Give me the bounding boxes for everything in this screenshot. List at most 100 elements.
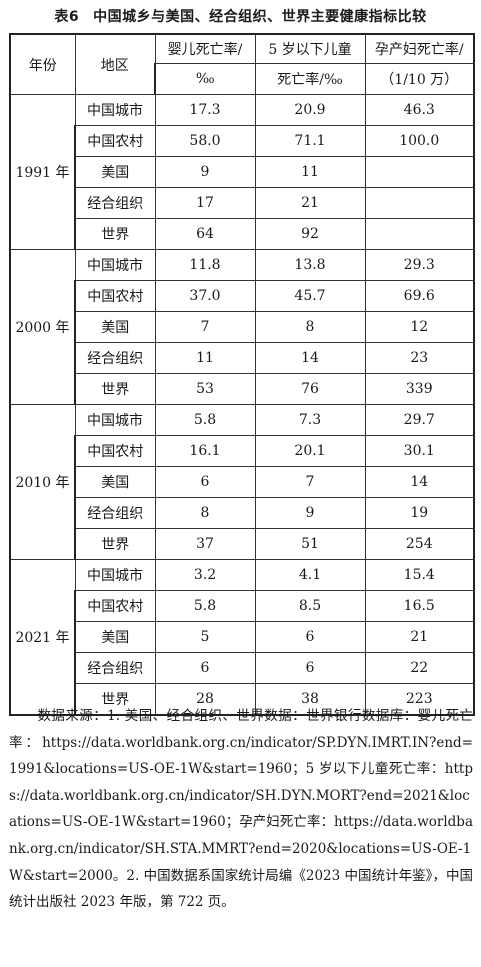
table-row: 2021 年中国城市 3.2 4.1 15.4 — [9, 559, 475, 716]
maternal-mortality-cell: 223 — [364, 683, 475, 716]
maternal-mortality-cell: 29.7 — [364, 404, 475, 436]
header-maternal-mortality: 孕产妇死亡率/ — [364, 33, 475, 64]
infant-mortality-cell: 9 — [154, 156, 256, 188]
region-cell: 世界 — [74, 373, 156, 405]
under5-mortality-cell: 71.1 — [254, 125, 366, 157]
region-cell: 世界 — [74, 683, 156, 716]
year-cell: 1991 年 — [9, 94, 76, 250]
infant-mortality-cell: 3.2 — [154, 559, 256, 591]
table-row: 美国 7 8 12 — [10, 311, 475, 343]
table-number: 表6 — [54, 9, 80, 25]
region-cell: 美国 — [74, 156, 156, 188]
table-row: 美国 6 7 14 — [10, 466, 475, 498]
under5-mortality-cell: 21 — [254, 187, 366, 219]
source-note: 数据来源：1. 美国、经合组织、世界数据：世界银行数据库：婴儿死亡率：https… — [9, 703, 473, 916]
infant-mortality-cell: 5.8 — [154, 404, 256, 436]
table-row: 2010 年中国城市 5.8 7.3 29.7 — [9, 404, 475, 560]
maternal-mortality-cell: 29.3 — [364, 249, 475, 281]
year-cell: 2021 年 — [9, 559, 76, 716]
table-row: 经合组织 11 14 23 — [10, 342, 475, 374]
health-indicators-table: 年份 地区 婴儿死亡率/ 5 岁以下儿童 孕产妇死亡率/ ‰ 死亡率/‰ （1/… — [9, 33, 475, 716]
maternal-mortality-cell: 339 — [364, 373, 475, 405]
maternal-mortality-cell: 22 — [364, 652, 475, 684]
infant-mortality-cell: 17.3 — [154, 94, 256, 126]
maternal-mortality-cell: 46.3 — [364, 94, 475, 126]
under5-mortality-cell: 76 — [254, 373, 366, 405]
maternal-mortality-cell: 16.5 — [364, 590, 475, 622]
region-cell: 中国城市 — [74, 94, 156, 126]
table-row: 1991 年中国城市 17.3 20.9 46.3 — [9, 94, 475, 250]
infant-mortality-cell: 17 — [154, 187, 256, 219]
region-cell: 中国城市 — [74, 404, 156, 436]
infant-mortality-cell: 11 — [154, 342, 256, 374]
region-cell: 美国 — [74, 621, 156, 653]
maternal-mortality-cell: 23 — [364, 342, 475, 374]
maternal-mortality-cell — [364, 156, 475, 188]
table-header: 年份 地区 婴儿死亡率/ 5 岁以下儿童 孕产妇死亡率/ ‰ 死亡率/‰ （1/… — [9, 33, 475, 95]
under5-mortality-cell: 7 — [254, 466, 366, 498]
source-note-text: 数据来源：1. 美国、经合组织、世界数据：世界银行数据库：婴儿死亡率：https… — [9, 708, 473, 911]
under5-mortality-cell: 13.8 — [254, 249, 366, 281]
region-cell: 中国城市 — [74, 249, 156, 281]
infant-mortality-cell: 8 — [154, 497, 256, 529]
infant-mortality-cell: 6 — [154, 466, 256, 498]
region-cell: 中国农村 — [74, 590, 156, 622]
region-cell: 世界 — [74, 528, 156, 560]
infant-mortality-cell: 28 — [154, 683, 256, 716]
header-infant-unit: ‰ — [154, 63, 256, 95]
region-cell: 美国 — [74, 311, 156, 343]
region-cell: 中国城市 — [74, 559, 156, 591]
maternal-mortality-cell: 254 — [364, 528, 475, 560]
infant-mortality-cell: 5.8 — [154, 590, 256, 622]
region-cell: 经合组织 — [74, 497, 156, 529]
table-row: 世界 28 38 223 — [10, 683, 475, 716]
table-row: 经合组织 6 6 22 — [10, 652, 475, 684]
year-cell: 2000 年 — [9, 249, 76, 405]
table-row: 中国农村 58.0 71.1 100.0 — [10, 125, 475, 157]
table-row: 美国 9 11 — [10, 156, 475, 188]
under5-mortality-cell: 20.9 — [254, 94, 366, 126]
header-year: 年份 — [9, 33, 76, 95]
table-row: 中国农村 16.1 20.1 30.1 — [10, 435, 475, 467]
table-body: 1991 年中国城市 17.3 20.9 46.3 中国农村 58.0 71.1 100.0 美… — [9, 94, 475, 716]
under5-mortality-cell: 14 — [254, 342, 366, 374]
under5-mortality-cell: 7.3 — [254, 404, 366, 436]
region-cell: 经合组织 — [74, 187, 156, 219]
maternal-mortality-cell: 15.4 — [364, 559, 475, 591]
region-cell: 中国农村 — [74, 280, 156, 312]
infant-mortality-cell: 11.8 — [154, 249, 256, 281]
under5-mortality-cell: 45.7 — [254, 280, 366, 312]
maternal-mortality-cell: 69.6 — [364, 280, 475, 312]
infant-mortality-cell: 53 — [154, 373, 256, 405]
region-cell: 中国农村 — [74, 125, 156, 157]
under5-mortality-cell: 6 — [254, 652, 366, 684]
table-row: 世界 37 51 254 — [10, 528, 475, 560]
header-under5-unit: 死亡率/‰ — [254, 63, 366, 95]
maternal-mortality-cell: 12 — [364, 311, 475, 343]
under5-mortality-cell: 51 — [254, 528, 366, 560]
under5-mortality-cell: 20.1 — [254, 435, 366, 467]
header-infant-mortality: 婴儿死亡率/ — [154, 33, 256, 64]
header-region: 地区 — [74, 33, 156, 95]
maternal-mortality-cell — [364, 187, 475, 219]
year-cell: 2010 年 — [9, 404, 76, 560]
table-row: 美国 5 6 21 — [10, 621, 475, 653]
region-cell: 经合组织 — [74, 652, 156, 684]
maternal-mortality-cell — [364, 218, 475, 250]
maternal-mortality-cell: 19 — [364, 497, 475, 529]
maternal-mortality-cell: 30.1 — [364, 435, 475, 467]
table-row: 2000 年中国城市 11.8 13.8 29.3 — [9, 249, 475, 405]
under5-mortality-cell: 8.5 — [254, 590, 366, 622]
infant-mortality-cell: 5 — [154, 621, 256, 653]
region-cell: 中国农村 — [74, 435, 156, 467]
table-caption: 中国城乡与美国、经合组织、世界主要健康指标比较 — [93, 9, 427, 25]
under5-mortality-cell: 8 — [254, 311, 366, 343]
table-row: 经合组织 17 21 — [10, 187, 475, 219]
region-cell: 美国 — [74, 466, 156, 498]
table-title: 表6 中国城乡与美国、经合组织、世界主要健康指标比较 — [0, 6, 481, 26]
under5-mortality-cell: 92 — [254, 218, 366, 250]
infant-mortality-cell: 37 — [154, 528, 256, 560]
table-row: 经合组织 8 9 19 — [10, 497, 475, 529]
region-cell: 世界 — [74, 218, 156, 250]
table-row: 中国农村 5.8 8.5 16.5 — [10, 590, 475, 622]
